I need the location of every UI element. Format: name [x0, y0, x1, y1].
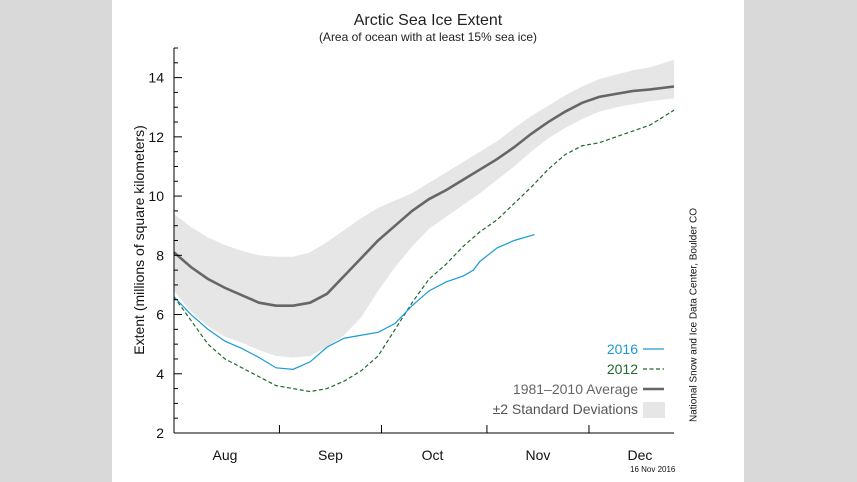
chart-card: Arctic Sea Ice Extent (Area of ocean wit…: [112, 0, 744, 482]
x-tick-label: Sep: [318, 447, 343, 463]
x-tick-label: Aug: [213, 447, 238, 463]
y-tick-label: 8: [156, 247, 164, 263]
y-tick-label: 2: [156, 425, 164, 441]
legend-2016-label: 2016: [607, 341, 638, 357]
x-tick-label: Dec: [628, 447, 653, 463]
x-tick-label: Oct: [422, 447, 444, 463]
y-tick-label: 6: [156, 307, 164, 323]
date-stamp: 16 Nov 2016: [630, 465, 676, 474]
legend-2012-label: 2012: [607, 361, 638, 377]
y-tick-label: 10: [148, 188, 164, 204]
chart-title: Arctic Sea Ice Extent: [353, 12, 503, 29]
chart-svg: 2 4 6 8 10 12 14 Aug Sep Oct Nov Dec 2016 2012 1981–20…: [148, 47, 675, 463]
series-2012-line: [173, 109, 675, 393]
legend-average-label: 1981–2010 Average: [513, 381, 638, 397]
y-tick-label: 12: [148, 129, 164, 145]
y-tick-label: 14: [148, 70, 164, 86]
x-tick-label: Nov: [525, 447, 550, 463]
legend-std-dev-swatch: [643, 402, 665, 418]
chart-subtitle: (Area of ocean with at least 15% sea ice…: [318, 30, 538, 44]
y-tick-label: 4: [156, 366, 164, 382]
std-dev-band: [174, 59, 674, 358]
legend-std-dev-label: ±2 Standard Deviations: [493, 401, 638, 417]
series-2016-line: [173, 234, 535, 370]
series-average-line: [173, 85, 675, 307]
